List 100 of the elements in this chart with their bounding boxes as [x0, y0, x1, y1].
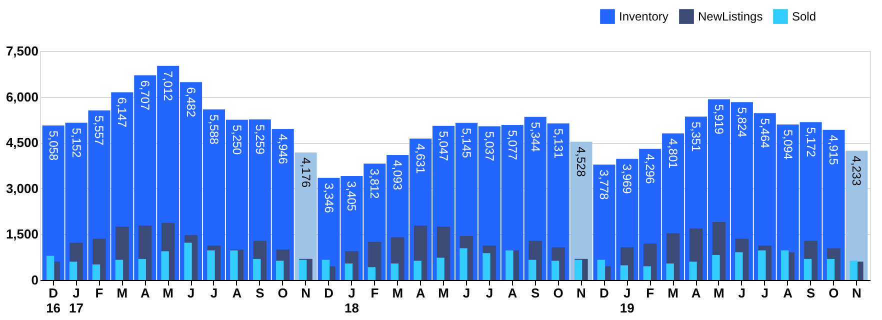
- data-label: 3,778: [597, 170, 612, 200]
- data-label: 6,482: [184, 87, 198, 118]
- data-label: 7,012: [161, 70, 176, 102]
- bar: [253, 258, 261, 280]
- x-tick-label: F: [370, 286, 379, 300]
- x-tick-label: D: [324, 286, 334, 300]
- y-tick-label: 3,000: [6, 180, 38, 196]
- data-label: 5,588: [206, 114, 221, 145]
- bar: [460, 248, 468, 280]
- data-label: 5,152: [69, 128, 84, 158]
- bar: [92, 264, 100, 280]
- bar: [436, 258, 444, 280]
- data-label: 4,946: [276, 134, 290, 164]
- x-tick-label: D 16: [46, 286, 61, 316]
- x-tick-label: J: [486, 286, 494, 300]
- data-label: 5,094: [780, 129, 795, 160]
- data-label: 5,037: [482, 131, 496, 162]
- data-label: 5,058: [46, 130, 60, 161]
- data-label: 4,176: [298, 157, 313, 188]
- bar: [850, 260, 858, 280]
- bar: [344, 264, 353, 280]
- data-label: 5,172: [804, 127, 818, 158]
- y-tick-label: 1,500: [6, 226, 38, 242]
- data-label: 5,047: [436, 130, 451, 162]
- x-tick-label: M: [438, 286, 449, 300]
- bar: [758, 250, 766, 280]
- bar: [69, 262, 78, 280]
- x-tick-label: J 17: [69, 286, 84, 316]
- bar: [390, 264, 398, 280]
- data-label: 6,147: [115, 97, 130, 128]
- data-label: 5,557: [92, 115, 106, 146]
- x-tick-label: A: [416, 286, 426, 300]
- bar: [506, 250, 514, 280]
- x-tick-label: A: [232, 286, 242, 300]
- x-tick-label: J: [187, 286, 195, 300]
- x-tick-label: J: [761, 286, 768, 300]
- data-label: 4,915: [826, 134, 841, 166]
- x-tick-label: A: [508, 286, 518, 300]
- bar: [826, 258, 835, 280]
- x-tick-label: O: [553, 286, 564, 300]
- x-tick-label: M: [668, 286, 678, 300]
- bar: [597, 260, 606, 280]
- y-tick-label: 6,000: [6, 89, 38, 104]
- data-label: 5,464: [758, 118, 772, 149]
- data-label: 4,093: [390, 160, 405, 190]
- x-tick-label: F: [95, 286, 104, 300]
- legend-label: Inventory: [619, 10, 668, 24]
- x-tick-label: A: [783, 286, 794, 300]
- y-tick-label: 7,500: [6, 44, 38, 58]
- bar: [804, 258, 812, 280]
- x-tick-label: J: [210, 286, 218, 300]
- data-label: 4,631: [414, 144, 428, 174]
- bar: [780, 250, 789, 280]
- bar: [689, 262, 697, 280]
- data-label: 5,131: [551, 128, 566, 159]
- data-label: 5,344: [528, 122, 542, 152]
- bar: [298, 260, 307, 280]
- bar: [276, 260, 284, 280]
- bar: [846, 150, 868, 280]
- data-label: 5,259: [252, 124, 267, 155]
- data-label: 5,351: [689, 122, 704, 152]
- x-tick-label: D: [600, 286, 609, 300]
- bar: [115, 260, 124, 280]
- bar: [46, 256, 54, 280]
- bar: [666, 264, 674, 280]
- data-label: 5,824: [734, 107, 749, 138]
- bar: [161, 251, 169, 280]
- bar: [528, 260, 536, 280]
- bar: [574, 260, 582, 280]
- x-tick-label: N: [576, 286, 586, 300]
- x-tick-label: M: [162, 286, 174, 300]
- y-tick-label: 4,500: [6, 135, 38, 150]
- x-tick-label: J 18: [344, 286, 359, 316]
- x-tick-label: F: [646, 286, 654, 300]
- data-label: 3,969: [620, 164, 634, 194]
- x-tick-label: N: [301, 286, 310, 300]
- x-tick-label: M: [714, 286, 724, 300]
- bar: [643, 266, 651, 280]
- x-tick-label: S: [256, 286, 265, 300]
- x-tick-label: M: [392, 286, 404, 300]
- x-tick-label: O: [828, 286, 839, 300]
- bar: [207, 250, 215, 280]
- bar: [322, 260, 330, 280]
- x-tick-label: S: [806, 286, 816, 300]
- legend-label: NewListings: [698, 10, 763, 24]
- data-label: 4,801: [666, 138, 680, 169]
- data-label: 5,250: [230, 124, 244, 156]
- x-tick-label: J: [738, 286, 746, 300]
- x-tick-label: M: [116, 286, 128, 300]
- x-tick-label: J: [462, 286, 470, 300]
- data-label: 6,707: [138, 80, 152, 111]
- bar: [368, 267, 376, 280]
- bar: [482, 253, 490, 280]
- bar: [735, 252, 743, 280]
- bar: [230, 250, 238, 280]
- bar: [414, 260, 422, 280]
- bar: [184, 242, 192, 280]
- data-label: 4,296: [643, 154, 658, 184]
- x-tick-label: J 19: [620, 286, 634, 316]
- data-label: 4,233: [850, 156, 864, 186]
